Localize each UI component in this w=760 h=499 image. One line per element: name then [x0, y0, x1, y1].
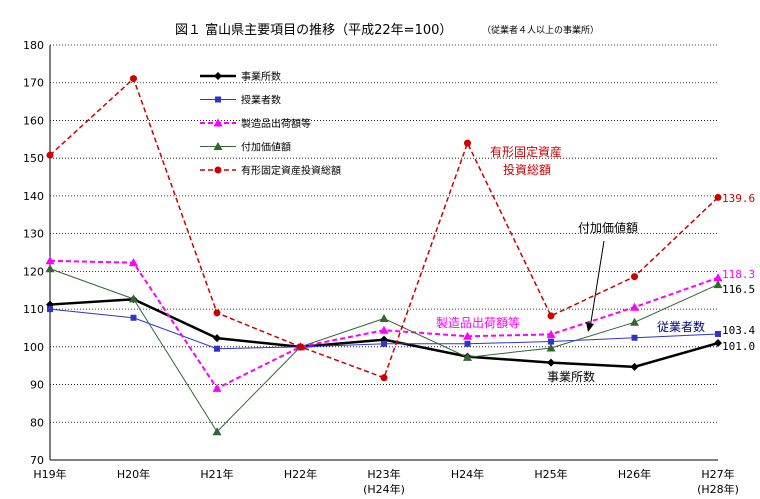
legend-swatch-marker: [213, 142, 223, 150]
data-point: [213, 334, 221, 343]
y-tick-labels: 70 80 90 100 110 120 130 140 150 160 170 180: [23, 39, 44, 467]
legend-label: 製造品出荷額等: [241, 117, 311, 130]
data-point: [546, 343, 556, 352]
y-tick-label: 110: [23, 303, 44, 316]
legend-swatch-marker: [214, 166, 222, 174]
series-3: [45, 264, 723, 436]
y-tick-label: 100: [23, 341, 44, 354]
data-point: [631, 334, 638, 341]
data-point: [45, 264, 55, 273]
data-point: [631, 273, 638, 281]
data-point: [463, 331, 472, 340]
x-tick-label: H24年: [451, 467, 484, 481]
data-point: [213, 309, 221, 317]
data-point: [713, 273, 723, 282]
data-point: [45, 256, 55, 265]
data-point: [379, 325, 389, 334]
data-point: [464, 139, 471, 147]
series-lines: [45, 75, 723, 436]
data-point: [47, 306, 53, 313]
data-point: [381, 340, 387, 347]
data-point: [464, 340, 471, 347]
data-point: [212, 427, 222, 436]
data-point: [380, 374, 388, 382]
annotation-arrowhead: [586, 322, 594, 332]
annotation-arrow: [589, 240, 605, 329]
y-tick-label: 160: [23, 114, 44, 127]
x-tick-sublabel: (H24年): [363, 482, 405, 496]
data-point: [130, 314, 137, 321]
annotation-employees: 従業者数: [657, 319, 705, 334]
legend-swatch-marker: [213, 118, 223, 127]
end-label-employees: 103.4: [722, 324, 755, 337]
legend-label: 事業所数: [241, 70, 281, 83]
chart-subtitle: （従業者４人以上の事業所）: [482, 24, 599, 36]
x-tick-label: H25年: [534, 467, 567, 481]
end-label-shipments: 118.3: [722, 268, 755, 281]
end-label-value-added: 116.5: [722, 283, 755, 296]
data-point: [548, 338, 554, 345]
legend-swatch-marker: [215, 96, 221, 103]
data-point: [630, 362, 639, 371]
x-tick-label: H23年: [367, 467, 400, 481]
data-point: [379, 314, 389, 323]
gridlines: [50, 44, 718, 423]
chart-title: 図１ 富山県主要項目の推移（平成22年=100）: [175, 22, 452, 38]
annotation-investment-line1: 有形固定資産: [490, 144, 562, 159]
y-tick-label: 80: [30, 416, 44, 429]
data-point: [297, 343, 304, 351]
data-point: [714, 193, 722, 201]
data-point: [214, 345, 220, 352]
end-label-investment: 139.6: [722, 192, 755, 205]
data-point: [714, 339, 722, 348]
data-point: [547, 358, 555, 367]
series-line: [49, 268, 719, 433]
x-tick-label: H26年: [618, 467, 651, 481]
data-point: [130, 75, 137, 83]
annotation-establishments: 事業所数: [547, 369, 595, 384]
data-point: [713, 280, 723, 289]
y-tick-label: 70: [30, 454, 44, 467]
data-point: [546, 329, 556, 338]
legend-label: 有形固定資産投資総額: [241, 164, 341, 177]
x-tick-label: H20年: [117, 467, 150, 481]
data-point: [129, 294, 138, 303]
y-tick-label: 170: [23, 77, 44, 90]
data-point: [463, 352, 472, 361]
x-tick-sublabel: (H28年): [697, 482, 739, 496]
y-tick-label: 130: [23, 228, 44, 241]
y-tick-label: 140: [23, 190, 44, 203]
y-tick-label: 90: [30, 379, 44, 392]
data-point: [715, 330, 721, 337]
legend-label: 授業者数: [241, 94, 281, 107]
annotation-shipments: 製造品出荷額等: [436, 316, 520, 330]
data-point: [212, 383, 222, 392]
x-tick-label: H27年: [701, 467, 734, 481]
x-tick-label: H22年: [284, 467, 317, 481]
y-tick-label: 180: [23, 39, 44, 52]
series-line: [49, 77, 719, 379]
series-4: [46, 75, 722, 382]
end-label-establishments: 101.0: [722, 340, 755, 353]
x-tick-label: H21年: [200, 467, 233, 481]
data-point: [630, 302, 639, 311]
annotation-value-added: 付加価値額: [578, 220, 638, 235]
legend-swatch-marker: [214, 72, 222, 80]
legend-label: 付加価値額: [241, 141, 291, 154]
data-point: [547, 312, 555, 320]
data-point: [129, 258, 138, 267]
y-tick-label: 150: [23, 152, 44, 165]
x-tick-labels: H19年 H20年 H21年 H22年 H23年(H24年) H24年 H25年 H26年 H2…: [33, 467, 739, 496]
data-point: [46, 151, 54, 159]
x-tick-label: H19年: [33, 467, 66, 481]
y-tick-label: 120: [23, 265, 44, 278]
annotation-investment-line2: 投資総額: [503, 162, 551, 177]
series-2: [45, 256, 723, 392]
data-point: [630, 317, 639, 326]
